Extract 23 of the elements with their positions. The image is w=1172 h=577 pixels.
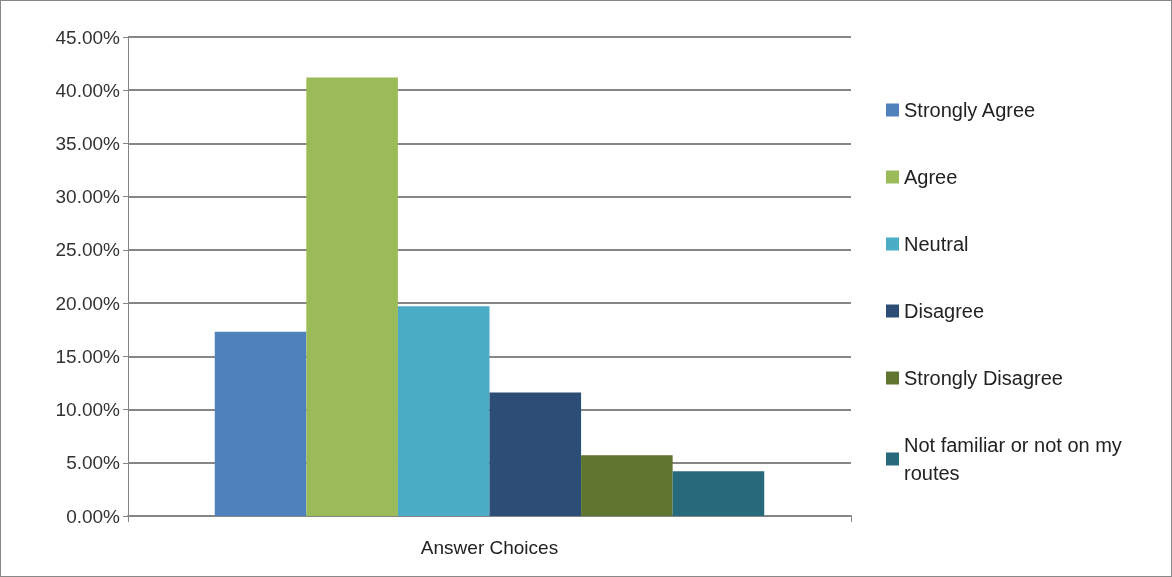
bar — [306, 77, 398, 516]
bar — [489, 392, 582, 516]
bar — [672, 471, 765, 516]
y-tick-label: 10.00% — [55, 399, 121, 421]
bar — [581, 455, 673, 516]
legend-label: Not familiar or not on my routes — [904, 434, 1128, 484]
x-tick-label: Answer Choices — [420, 537, 559, 558]
y-tick-label: 35.00% — [55, 132, 121, 154]
y-tick-label: 40.00% — [55, 79, 121, 101]
legend-label: Strongly Agree — [904, 99, 1036, 121]
y-tick-label: 20.00% — [55, 292, 121, 314]
y-tick-label: 30.00% — [55, 186, 121, 208]
y-tick-label: 45.00% — [55, 26, 121, 48]
legend-label: Agree — [904, 166, 958, 188]
y-tick-label: 0.00% — [66, 505, 121, 527]
bar — [397, 306, 490, 516]
legend-label: Neutral — [904, 233, 969, 255]
legend-label: Strongly Disagree — [904, 367, 1063, 389]
y-tick-label: 5.00% — [66, 452, 121, 474]
bar — [214, 331, 307, 516]
y-tick-label: 25.00% — [55, 239, 121, 261]
y-tick-label: 15.00% — [55, 345, 121, 367]
legend-label: Disagree — [904, 300, 985, 322]
